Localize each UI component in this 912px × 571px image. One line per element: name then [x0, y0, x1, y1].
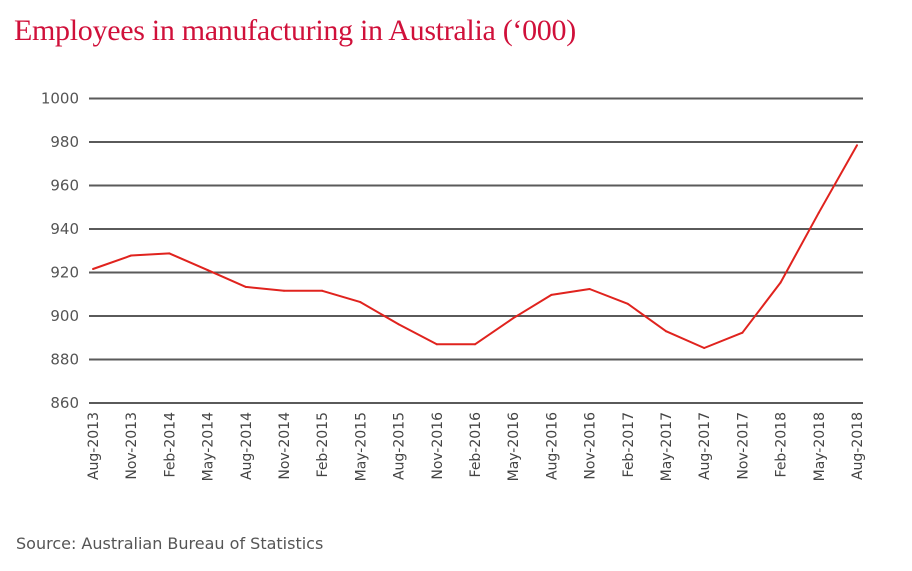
y-axis-ticks: 860 880 900 920 940 960 980 1000 — [41, 90, 79, 413]
series-layer — [92, 144, 858, 349]
data-point — [168, 252, 171, 255]
x-tick-label: Aug-2017 — [697, 412, 713, 480]
data-point — [550, 293, 553, 296]
data-point — [435, 343, 438, 346]
x-tick-label: Feb-2014 — [162, 412, 178, 478]
series-line — [92, 144, 858, 349]
gridlines — [89, 97, 863, 404]
x-tick-label: May-2015 — [353, 412, 369, 481]
x-tick-label: May-2018 — [812, 412, 828, 481]
x-tick-label: Nov-2013 — [124, 412, 140, 480]
data-point — [244, 285, 247, 288]
data-point — [283, 289, 285, 292]
data-point — [206, 269, 209, 272]
x-tick-label: Feb-2016 — [468, 412, 484, 478]
data-point — [779, 281, 782, 284]
x-tick-label: Nov-2017 — [735, 412, 751, 480]
x-tick-label: May-2016 — [506, 412, 522, 481]
data-point — [474, 343, 476, 346]
y-tick-label: 900 — [50, 307, 79, 325]
source-note: Source: Australian Bureau of Statistics — [16, 534, 324, 553]
data-point — [703, 346, 706, 349]
data-point — [321, 289, 324, 292]
y-tick-label: 880 — [50, 351, 79, 369]
data-point — [92, 268, 94, 271]
data-point — [817, 211, 820, 214]
y-tick-label: 920 — [50, 264, 79, 282]
x-tick-label: Feb-2018 — [774, 412, 790, 477]
x-tick-label: May-2017 — [659, 412, 675, 481]
x-tick-label: Feb-2017 — [621, 412, 637, 477]
x-tick-label: Nov-2016 — [583, 412, 599, 480]
x-axis-ticks: Aug-2013 Nov-2013 Feb-2014 May-2014 Aug-2014… — [86, 412, 866, 481]
y-tick-label: 940 — [50, 220, 79, 238]
data-point — [359, 301, 362, 304]
x-tick-label: Nov-2016 — [430, 412, 446, 480]
y-tick-label: 980 — [50, 133, 79, 151]
x-tick-label: Aug-2013 — [86, 412, 102, 480]
y-tick-label: 1000 — [41, 90, 79, 108]
y-tick-label: 960 — [50, 177, 79, 195]
data-point — [665, 330, 667, 333]
data-point — [130, 254, 133, 257]
chart-title: Employees in manufacturing in Australia … — [14, 14, 576, 47]
data-point — [626, 302, 629, 305]
x-tick-label: Aug-2015 — [392, 412, 408, 480]
y-tick-label: 860 — [50, 394, 79, 412]
data-point — [588, 288, 591, 291]
x-tick-label: Nov-2014 — [277, 412, 293, 480]
x-tick-label: Aug-2016 — [544, 412, 560, 480]
data-point — [856, 144, 858, 147]
x-tick-label: Aug-2018 — [850, 412, 866, 480]
data-point — [741, 331, 744, 334]
x-tick-label: May-2014 — [201, 412, 217, 481]
data-point — [397, 323, 400, 326]
x-tick-label: Feb-2015 — [315, 412, 331, 477]
x-tick-label: Aug-2014 — [239, 412, 255, 480]
data-point — [512, 317, 515, 320]
